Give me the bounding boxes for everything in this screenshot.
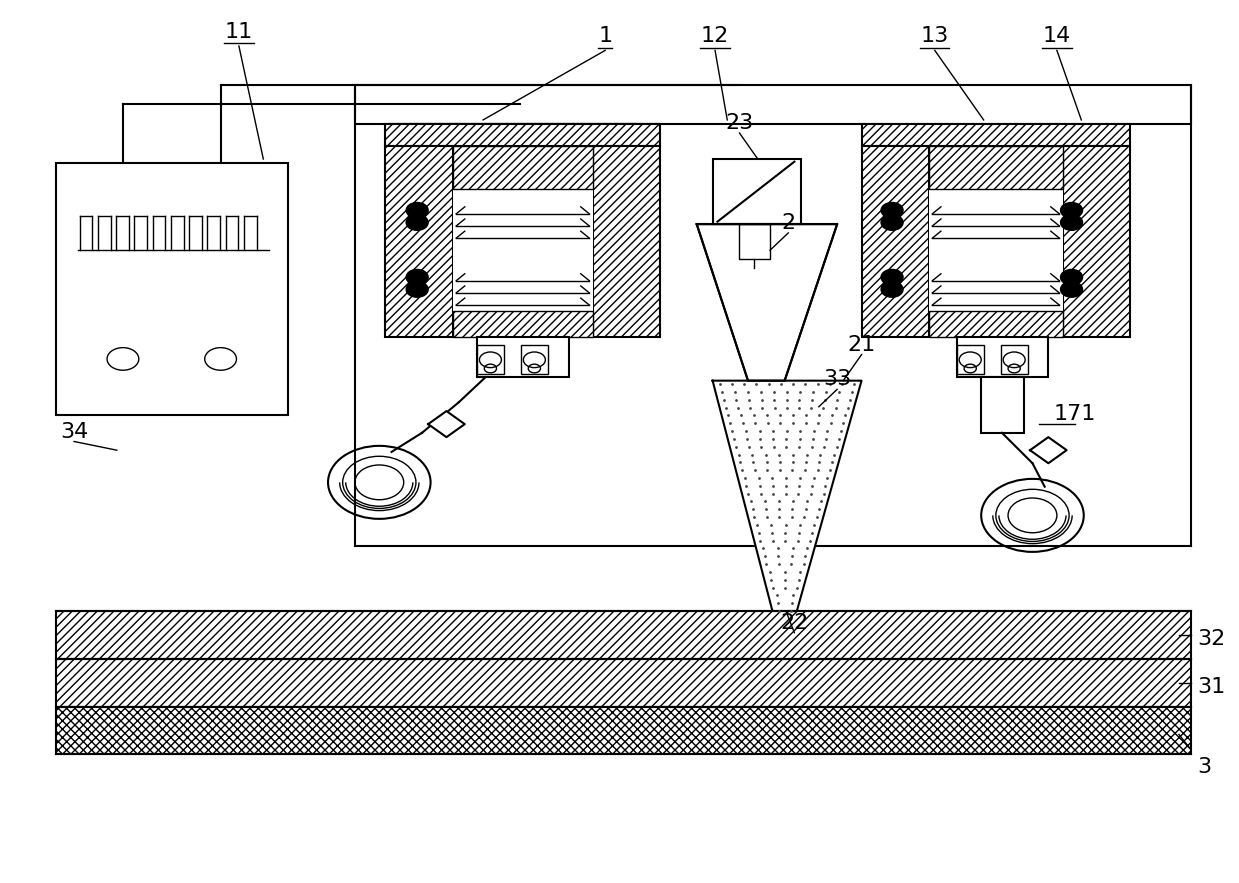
Bar bbox=[452, 311, 593, 337]
Polygon shape bbox=[1030, 437, 1067, 464]
Circle shape bbox=[1061, 202, 1083, 218]
Text: 11: 11 bbox=[224, 22, 253, 42]
Bar bbox=[861, 146, 929, 337]
Bar bbox=[385, 125, 660, 146]
Circle shape bbox=[1061, 215, 1083, 230]
Circle shape bbox=[406, 202, 429, 218]
Bar bbox=[1063, 146, 1130, 337]
Bar bbox=[385, 146, 452, 337]
Bar bbox=[929, 146, 1063, 190]
Circle shape bbox=[1061, 282, 1083, 298]
Bar bbox=[929, 311, 1063, 337]
Bar bbox=[477, 345, 504, 374]
Bar bbox=[354, 85, 1191, 125]
Text: 14: 14 bbox=[1043, 26, 1070, 46]
Circle shape bbox=[406, 215, 429, 230]
Bar bbox=[929, 146, 1063, 337]
Polygon shape bbox=[696, 224, 838, 381]
Circle shape bbox=[881, 215, 903, 230]
Circle shape bbox=[406, 282, 429, 298]
Bar bbox=[452, 146, 593, 337]
Text: 33: 33 bbox=[823, 369, 851, 389]
Text: 31: 31 bbox=[1197, 676, 1225, 697]
Text: 1: 1 bbox=[598, 26, 612, 46]
Polygon shape bbox=[712, 381, 861, 611]
Text: 23: 23 bbox=[725, 113, 753, 133]
Bar bbox=[56, 163, 287, 415]
Circle shape bbox=[881, 202, 903, 218]
Bar bbox=[56, 659, 1191, 706]
Polygon shape bbox=[429, 411, 465, 437]
Circle shape bbox=[1061, 269, 1083, 285]
Bar bbox=[957, 345, 984, 374]
Bar bbox=[56, 611, 1191, 659]
Bar bbox=[981, 377, 1023, 433]
Text: 12: 12 bbox=[701, 26, 730, 46]
Text: 21: 21 bbox=[847, 335, 876, 355]
Bar bbox=[452, 146, 593, 190]
Text: 13: 13 bbox=[921, 26, 949, 46]
Bar bbox=[957, 337, 1048, 377]
Text: 171: 171 bbox=[1054, 404, 1097, 424]
Text: 3: 3 bbox=[1197, 758, 1212, 777]
Text: 32: 32 bbox=[1197, 629, 1225, 649]
Bar bbox=[410, 125, 636, 141]
Bar bbox=[861, 125, 1130, 146]
Text: 22: 22 bbox=[781, 613, 809, 633]
Bar bbox=[740, 224, 769, 259]
Bar bbox=[712, 159, 800, 224]
Bar bbox=[520, 345, 548, 374]
Bar bbox=[593, 146, 660, 337]
Bar bbox=[1001, 345, 1027, 374]
Text: 34: 34 bbox=[59, 421, 88, 442]
Bar bbox=[56, 706, 1191, 754]
Circle shape bbox=[406, 269, 429, 285]
Circle shape bbox=[881, 282, 903, 298]
Circle shape bbox=[881, 269, 903, 285]
Bar bbox=[477, 337, 569, 377]
Text: 2: 2 bbox=[782, 213, 795, 233]
